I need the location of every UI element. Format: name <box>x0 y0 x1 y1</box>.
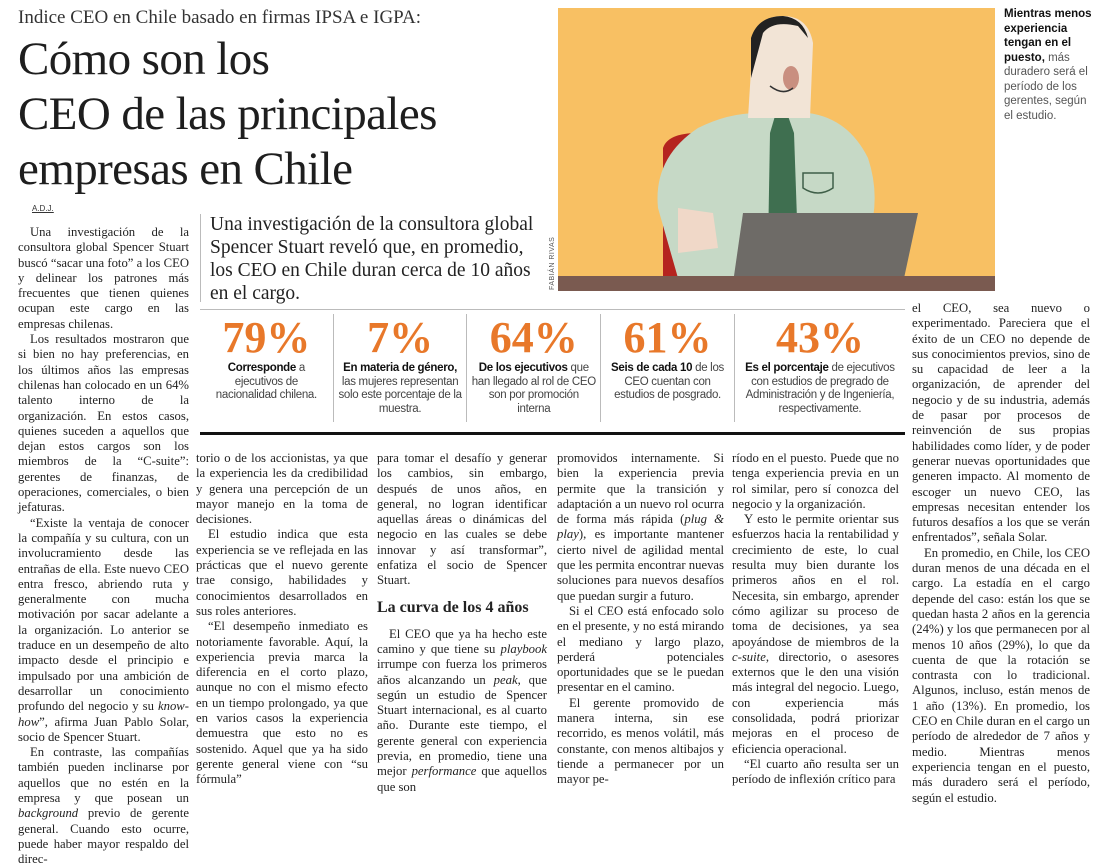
hand <box>678 208 718 253</box>
text-run: , que según un estudio de Spencer Stuart… <box>377 672 547 779</box>
stat-value: 43% <box>775 313 864 362</box>
stat-text: a ejecutivos de nacionalidad chilena. <box>215 362 317 401</box>
photo-caption: Mientras menos experiencia tengan en el … <box>1004 7 1096 123</box>
paragraph: El gerente promovido de manera interna, … <box>557 696 724 788</box>
paragraph: El CEO que ya ha hecho este camino y que… <box>377 627 547 795</box>
stat-value: 64% <box>489 313 578 362</box>
text-run: irrumpe con fuerza los primeros años alc… <box>377 657 547 687</box>
stat-lead: De los ejecutivos <box>478 362 568 374</box>
italic-term: know-how <box>18 699 189 729</box>
section-heading: La curva de los 4 años <box>377 598 529 616</box>
paragraph: para tomar el desafío y generar los camb… <box>377 451 547 589</box>
text-run: “El desempeño inmediato es notoriamente … <box>196 619 368 787</box>
article-column: el CEO, sea nuevo o experimentado. Parec… <box>912 301 1090 806</box>
byline: A.D.J. <box>32 204 54 213</box>
text-run: promovidos internamente. Si bien la expe… <box>557 451 724 527</box>
italic-term: c-suite <box>732 649 766 664</box>
stat-text: las mujeres representan solo este porcen… <box>338 375 462 415</box>
stat-lead: En materia de género, <box>343 362 457 374</box>
text-run: Y esto le permite orientar sus esfuerzos… <box>732 512 899 649</box>
text-run: “Existe la ventaja de conocer la compañí… <box>18 515 189 714</box>
text-run: ), es importante mantener cierto nivel d… <box>557 527 724 603</box>
stat-item: 7% En materia de género, las mujeres repr… <box>334 314 468 422</box>
pocket <box>802 172 834 194</box>
italic-term: performance <box>411 764 477 779</box>
text-run: Los resultados mostraron que si bien no … <box>18 332 189 515</box>
stat-item: 43% Es el porcentaje de ejecutivos con es… <box>735 314 905 422</box>
article-column: para tomar el desafío y generar los camb… <box>377 451 547 795</box>
headline-line: empresas en Chile <box>18 143 353 195</box>
paragraph: En promedio, en Chile, los CEO duran men… <box>912 546 1090 806</box>
text-run: En promedio, en Chile, los CEO duran men… <box>912 545 1090 805</box>
stat-item: 79% Corresponde a ejecutivos de nacionali… <box>200 314 334 422</box>
stat-text: de los CEO cuentan con estudios de posgr… <box>614 362 724 401</box>
italic-term: plug & play <box>557 512 724 542</box>
text-run: ríodo en el puesto. Puede que no tenga e… <box>732 451 899 511</box>
text-run: Si el CEO está enfocado solo en el prese… <box>557 603 724 695</box>
stat-lead: Es el porcentaje <box>745 362 829 374</box>
caption-bold: Mientras menos experiencia tengan en el … <box>1004 8 1092 64</box>
stat-value: 7% <box>367 313 434 362</box>
caption-text: más duradero será el período de los gere… <box>1004 51 1088 122</box>
paragraph: Y esto le permite orientar sus esfuerzos… <box>732 512 899 757</box>
paragraph: “El cuarto año resulta ser un período de… <box>732 757 899 788</box>
laptop-icon <box>733 213 918 283</box>
italic-term: background <box>18 806 79 821</box>
stat-text: que han llegado al rol de CEO son por pr… <box>471 362 597 415</box>
paragraph: En contraste, las compañías también pued… <box>18 745 189 867</box>
stat-lead: Seis de cada 10 <box>611 362 693 374</box>
article-column: promovidos internamente. Si bien la expe… <box>557 451 724 788</box>
text-run: el CEO, sea nuevo o experimentado. Parec… <box>912 301 1090 545</box>
text-run: para tomar el desafío y generar los camb… <box>377 451 547 588</box>
paragraph: Una investigación de la consultora globa… <box>18 225 189 332</box>
article-column: torio o de los accionistas, ya que la ex… <box>196 451 368 788</box>
paragraph: Los resultados mostraron que si bien no … <box>18 332 189 516</box>
article-column: ríodo en el puesto. Puede que no tenga e… <box>732 451 899 788</box>
paragraph: Si el CEO está enfocado solo en el prese… <box>557 604 724 696</box>
stats-box: 79% Corresponde a ejecutivos de nacionali… <box>200 309 905 435</box>
text-run: torio o de los accionistas, ya que la ex… <box>196 451 368 527</box>
stat-value: 79% <box>222 313 311 362</box>
headline-line: CEO de las principales <box>18 88 437 140</box>
text-run: El gerente promovido de manera interna, … <box>557 695 724 787</box>
stat-value: 61% <box>623 313 712 362</box>
text-run: “El cuarto año resulta ser un período de… <box>732 756 899 787</box>
stat-item: 64% De los ejecutivos que han llegado al … <box>467 313 602 422</box>
text-run: El CEO que ya ha hecho este camino y que… <box>377 626 547 656</box>
italic-term: playbook <box>500 641 547 656</box>
italic-term: peak <box>493 672 518 687</box>
text-run: En contraste, las compañías también pued… <box>18 745 189 805</box>
head <box>748 16 813 118</box>
deck: Una investigación de la consultora globa… <box>210 214 534 304</box>
ceo-illustration <box>558 8 995 291</box>
kicker: Indice CEO en Chile basado en firmas IPS… <box>18 7 421 28</box>
headline-line: Cómo son los <box>18 33 270 85</box>
smile <box>769 85 794 93</box>
paragraph: “Existe la ventaja de conocer la compañí… <box>18 516 189 745</box>
paragraph: “El desempeño inmediato es notoriamente … <box>196 619 368 787</box>
stat-lead: Corresponde <box>227 362 297 374</box>
headline: Cómo son los CEO de las principales empr… <box>18 32 548 197</box>
paragraph: el CEO, sea nuevo o experimentado. Parec… <box>912 301 1090 546</box>
photo-credit: FABIÁN RIVAS <box>549 236 556 290</box>
desk <box>558 276 995 291</box>
text-run: Una investigación de la consultora globa… <box>18 225 189 331</box>
article-column: Una investigación de la consultora globa… <box>18 225 189 867</box>
paragraph: torio o de los accionistas, ya que la ex… <box>196 451 368 527</box>
stat-item: 61% Seis de cada 10 de los CEO cuentan co… <box>601 314 735 422</box>
text-run: , directorio, o asesores externos que le… <box>732 649 899 756</box>
text-run: El estudio indica que esta experiencia s… <box>196 527 368 618</box>
paragraph: promovidos internamente. Si bien la expe… <box>557 451 724 604</box>
nose <box>783 66 799 90</box>
paragraph: ríodo en el puesto. Puede que no tenga e… <box>732 451 899 512</box>
stat-text: de ejecutivos con estudios de pregrado d… <box>745 362 895 415</box>
paragraph: El estudio indica que esta experiencia s… <box>196 527 368 619</box>
divider <box>200 214 201 302</box>
text-run: ”, afirma Juan Pablo Solar, socio de Spe… <box>18 714 189 744</box>
